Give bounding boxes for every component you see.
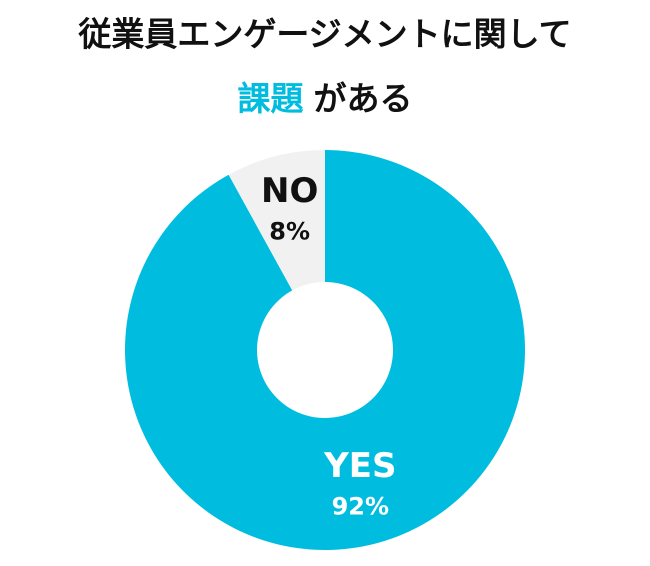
value-label: 8% bbox=[269, 217, 310, 245]
value-label: 92% bbox=[332, 493, 389, 521]
title-rest: がある bbox=[314, 79, 413, 118]
title-highlight: 課題 bbox=[238, 79, 304, 118]
slice-label: YES bbox=[323, 446, 396, 486]
slice-label: NO bbox=[261, 171, 318, 211]
chart-subtitle: 課題 がある bbox=[238, 79, 413, 118]
donut-slice bbox=[228, 150, 325, 291]
donut-slice bbox=[124, 150, 525, 550]
chart-title: 従業員エンゲージメントに関して bbox=[77, 15, 571, 54]
